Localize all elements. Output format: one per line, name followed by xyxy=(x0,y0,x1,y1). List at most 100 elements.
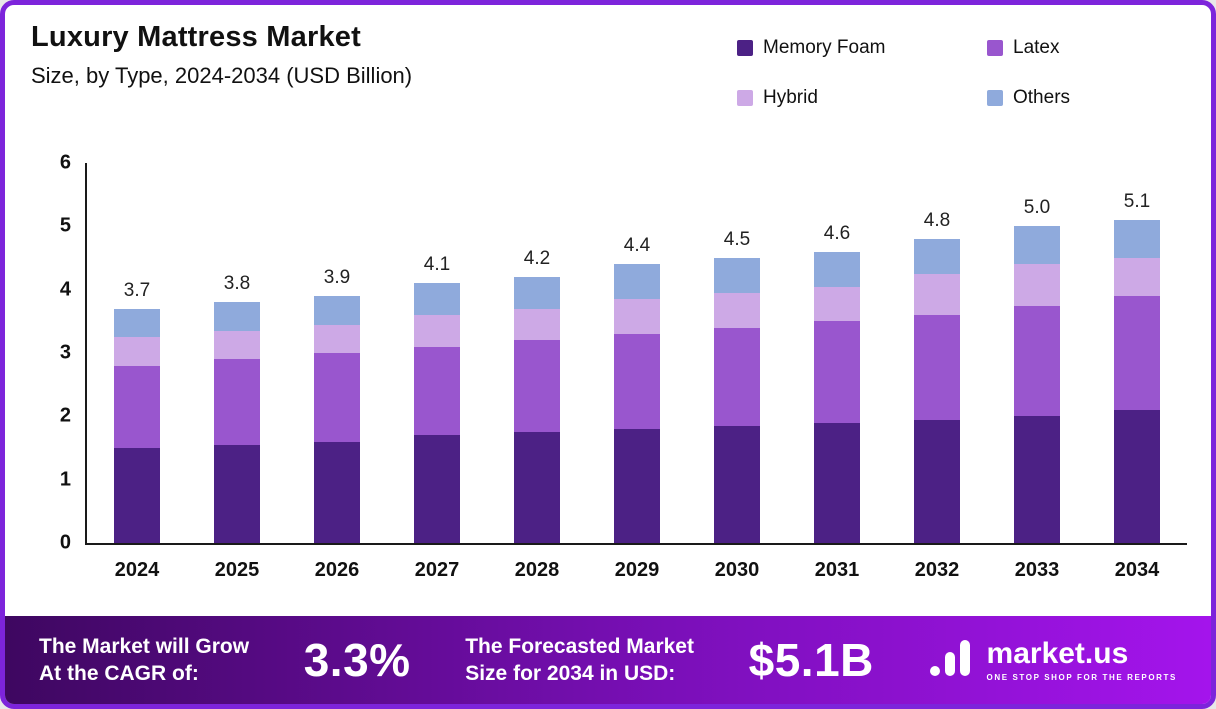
x-tick-label-2031: 2031 xyxy=(814,559,860,581)
bar-column-2025: 3.8 xyxy=(187,163,287,543)
bar-column-2031: 4.6 xyxy=(787,163,887,543)
bar-segment-others-2030 xyxy=(714,258,760,293)
y-tick-label: 3 xyxy=(59,341,71,364)
y-tick-label: 4 xyxy=(59,278,71,301)
bar-stack-2031 xyxy=(814,251,860,543)
bar-total-label: 4.6 xyxy=(823,222,851,244)
chart-legend: Memory Foam Latex Hybrid Others xyxy=(737,37,1167,109)
legend-swatch xyxy=(987,40,1003,56)
bar-segment-latex-2034 xyxy=(1114,296,1160,410)
bar-segment-others-2033 xyxy=(1014,226,1060,265)
bar-total-label: 3.9 xyxy=(323,267,351,288)
bar-segment-hybrid-2030 xyxy=(714,292,760,328)
forecast-label: The Forecasted Market Size for 2034 in U… xyxy=(465,633,694,688)
bar-segment-latex-2031 xyxy=(814,321,860,423)
bar-stack-2027 xyxy=(414,283,460,543)
bar-column-2024: 3.7 xyxy=(87,163,187,543)
bar-segment-memory-foam-2031 xyxy=(814,422,860,543)
bar-segment-latex-2029 xyxy=(614,334,660,429)
legend-swatch xyxy=(987,90,1003,106)
bar-segment-hybrid-2026 xyxy=(314,324,360,353)
x-tick-label-2032: 2032 xyxy=(914,559,960,581)
page-title: Luxury Mattress Market xyxy=(31,21,361,53)
bar-total-label: 5.0 xyxy=(1023,197,1051,219)
bar-segment-others-2029 xyxy=(614,264,660,300)
logo-wordmark: market.us xyxy=(986,636,1129,670)
bar-column-2030: 4.5 xyxy=(687,163,787,543)
bar-segment-memory-foam-2033 xyxy=(1014,416,1060,543)
bar-column-2026: 3.9 xyxy=(287,163,387,543)
bar-total-label: 4.8 xyxy=(923,210,951,231)
bar-segment-latex-2026 xyxy=(314,353,360,442)
legend-item-memory-foam: Memory Foam xyxy=(737,37,987,59)
bar-segment-others-2026 xyxy=(314,296,360,325)
bar-segment-others-2028 xyxy=(514,277,560,309)
bar-segment-others-2032 xyxy=(914,239,960,274)
x-tick-label-2026: 2026 xyxy=(314,559,360,581)
x-tick-label-2029: 2029 xyxy=(614,559,660,581)
bar-total-label: 3.8 xyxy=(223,273,251,295)
legend-item-others: Others xyxy=(987,87,1167,109)
marketus-logo: market.us ONE STOP SHOP FOR THE REPORTS xyxy=(929,638,1177,683)
bar-stack-2024 xyxy=(114,308,160,543)
bar-segment-latex-2033 xyxy=(1014,305,1060,417)
y-axis: 0 1 2 3 4 5 6 xyxy=(33,152,85,554)
bar-stack-2030 xyxy=(714,258,760,543)
legend-swatch xyxy=(737,90,753,106)
legend-swatch xyxy=(737,40,753,56)
bar-segment-memory-foam-2026 xyxy=(314,441,360,543)
bar-stack-2026 xyxy=(314,296,360,543)
page-subtitle: Size, by Type, 2024-2034 (USD Billion) xyxy=(31,63,413,88)
bar-total-label: 4.4 xyxy=(623,235,651,257)
bar-segment-memory-foam-2025 xyxy=(214,444,260,543)
bar-segment-memory-foam-2034 xyxy=(1114,410,1160,543)
bar-segment-memory-foam-2030 xyxy=(714,425,760,543)
logo-text-block: market.us ONE STOP SHOP FOR THE REPORTS xyxy=(986,636,1177,682)
bar-segment-memory-foam-2027 xyxy=(414,435,460,543)
forecast-label-line2: Size for 2034 in USD: xyxy=(465,662,676,685)
bar-segment-memory-foam-2024 xyxy=(114,448,160,543)
bar-segment-hybrid-2034 xyxy=(1114,258,1160,296)
forecast-label-line1: The Forecasted Market xyxy=(465,634,694,658)
bar-segment-memory-foam-2029 xyxy=(614,429,660,543)
legend-label: Others xyxy=(1013,87,1071,108)
bar-column-2027: 4.1 xyxy=(387,163,487,543)
y-tick-label: 2 xyxy=(59,404,71,427)
bar-segment-latex-2027 xyxy=(414,346,460,436)
x-axis-labels: 2024 2025 2026 2027 2028 2029 2030 2031 2032 2033… xyxy=(87,559,1187,582)
logo-tagline: ONE STOP SHOP FOR THE REPORTS xyxy=(986,672,1177,682)
header: Luxury Mattress Market Size, by Type, 20… xyxy=(31,21,412,89)
bar-stack-2034 xyxy=(1114,220,1160,543)
bar-total-label: 4.1 xyxy=(423,254,451,276)
bar-stack-2025 xyxy=(214,302,260,543)
y-tick-label: 1 xyxy=(59,468,71,491)
bar-total-label: 4.5 xyxy=(723,229,751,250)
y-tick-label: 5 xyxy=(59,214,71,237)
bar-segment-others-2025 xyxy=(214,302,260,331)
bar-segment-latex-2025 xyxy=(214,359,260,445)
y-tick-label: 6 xyxy=(59,151,71,174)
legend-item-latex: Latex xyxy=(987,37,1167,59)
bottom-banner: The Market will Grow At the CAGR of: 3.3… xyxy=(5,616,1211,704)
bar-stack-2029 xyxy=(614,264,660,543)
bar-column-2034: 5.1 xyxy=(1087,163,1187,543)
bar-segment-hybrid-2024 xyxy=(114,337,160,366)
bar-column-2033: 5.0 xyxy=(987,163,1087,543)
bar-segment-memory-foam-2028 xyxy=(514,432,560,543)
bar-segment-hybrid-2027 xyxy=(414,315,460,347)
legend-label: Memory Foam xyxy=(763,37,886,58)
bar-column-2028: 4.2 xyxy=(487,163,587,543)
bar-segment-hybrid-2029 xyxy=(614,299,660,334)
bar-segment-hybrid-2033 xyxy=(1014,264,1060,306)
chart-region: 0 1 2 3 4 5 6 3.7 3.8 3.9 4.1 4.2 4.4 4.5 4.6 4.8 5.0 5.… xyxy=(33,152,1187,582)
cagr-label-line1: The Market will Grow xyxy=(39,634,250,658)
bar-segment-others-2034 xyxy=(1114,220,1160,258)
bar-segment-others-2027 xyxy=(414,283,460,316)
bar-segment-others-2024 xyxy=(114,308,160,338)
x-tick-label-2027: 2027 xyxy=(414,559,460,581)
y-tick-label: 0 xyxy=(59,531,71,554)
bar-segment-others-2031 xyxy=(814,251,860,287)
bar-total-label: 5.1 xyxy=(1123,191,1151,212)
bar-column-2029: 4.4 xyxy=(587,163,687,543)
legend-item-hybrid: Hybrid xyxy=(737,87,987,109)
